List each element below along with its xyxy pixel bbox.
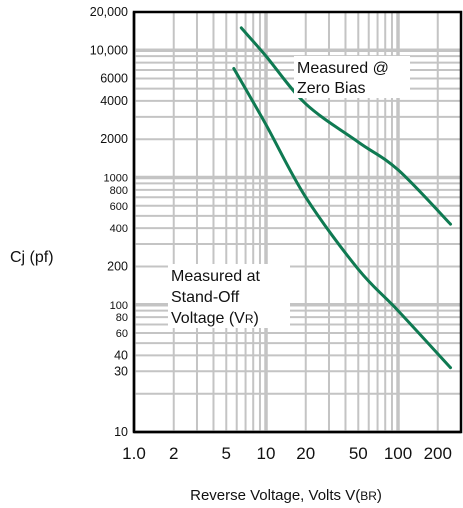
y-tick-label: 800 [110,185,128,197]
y-tick-label: 4000 [100,94,128,108]
y-tick-label: 200 [107,259,128,273]
y-axis-label: Cj (pf) [10,249,54,266]
x-tick-label: 2 [169,444,178,463]
x-axis-label: Reverse Voltage, Volts V(BR) [190,487,382,504]
annotation-stand-off: Measured at Stand-Off Voltage (VR) [168,264,290,328]
x-tick-label: 5 [222,444,231,463]
y-tick-label: 20,000 [90,5,128,19]
y-tick-label: 1000 [104,173,128,185]
y-tick-label: 600 [110,201,128,213]
y-tick-label: 100 [110,300,128,312]
curve-zero-bias [239,26,452,226]
annotation-stand-off-line-3: Voltage (VR) [171,310,259,327]
x-axis-label-sub: BR [360,489,377,503]
annotation-stand-off-line-2: Stand-Off [171,289,240,306]
y-tick-label: 6000 [100,72,128,86]
y-tick-label: 30 [114,364,128,378]
x-tick-label: 1.0 [122,444,146,463]
x-axis-label-main: Reverse Voltage, Volts V( [190,487,360,504]
x-tick-labels: 1.0 2 5 10 20 50 100 200 [122,444,452,463]
y-tick-label: 10,000 [90,43,128,57]
annotation-stand-off-line-3-sub: R [245,312,254,326]
y-tick-label: 10 [114,425,128,439]
annotation-zero-bias: Measured @ Zero Bias [294,56,410,98]
y-tick-label: 40 [114,348,128,362]
y-tick-label: 60 [116,328,128,340]
annotation-zero-bias-line-1: Measured @ [297,60,389,77]
plot-frame [132,10,463,434]
x-tick-label: 200 [424,444,452,463]
x-tick-label: 50 [349,444,368,463]
annotation-zero-bias-line-2: Zero Bias [297,80,365,97]
y-tick-label: 80 [116,312,128,324]
x-tick-label: 10 [257,444,276,463]
curve-stand-off-voltage [232,67,452,370]
annotation-stand-off-line-3-main: Voltage (V [171,310,245,327]
x-tick-label: 100 [384,444,412,463]
x-axis-label-close: ) [377,487,382,504]
y-tick-label: 400 [110,223,128,235]
y-tick-label: 2000 [100,132,128,146]
annotation-stand-off-line-1: Measured at [171,268,260,285]
x-tick-label: 20 [296,444,315,463]
curves [232,26,452,370]
annotation-stand-off-line-3-close: ) [254,310,259,327]
